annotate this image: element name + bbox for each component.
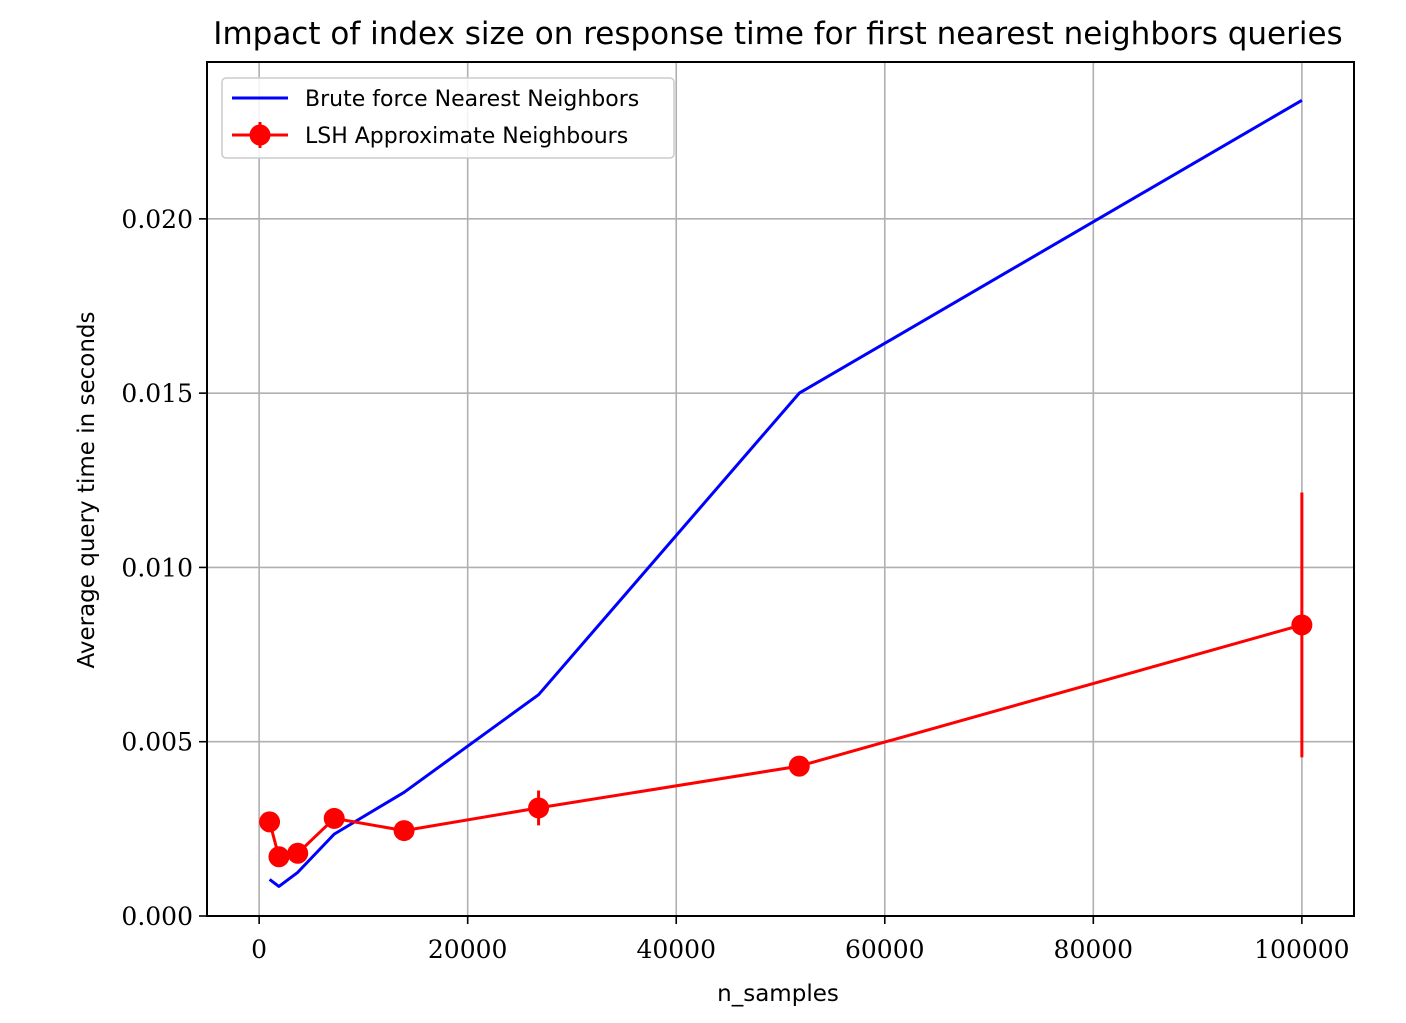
series-2	[259, 492, 1313, 868]
series-line	[268, 99, 1303, 888]
legend-entry: Brute force Nearest Neighbors	[232, 87, 639, 112]
y-tick-label: 0.015	[121, 379, 193, 408]
legend-entry: LSH Approximate Neighbours	[232, 122, 628, 149]
x-tick-label: 20000	[428, 935, 508, 964]
x-tick-label: 0	[251, 935, 267, 964]
y-tick-label: 0.005	[121, 728, 193, 757]
data-point	[393, 820, 415, 842]
legend-label: Brute force Nearest Neighbors	[305, 87, 639, 112]
y-tick-label: 0.020	[121, 205, 193, 234]
y-tick-label: 0.000	[121, 902, 193, 931]
series-layer	[259, 99, 1313, 888]
series-1	[268, 99, 1303, 888]
y-axis-label: Average query time in seconds	[74, 311, 100, 668]
tick-layer: 0 20000 40000 60000 80000 100000 0.000 0.005 0.0…	[121, 205, 1349, 964]
data-point	[259, 811, 281, 833]
chart-title: Impact of index size on response time fo…	[213, 16, 1342, 52]
series-line	[268, 623, 1303, 859]
x-axis-label: n_samples	[717, 981, 839, 1007]
data-point	[1291, 614, 1313, 636]
legend-box	[221, 77, 675, 159]
legend-label: LSH Approximate Neighbours	[305, 124, 628, 149]
x-tick-label: 60000	[845, 935, 925, 964]
data-point	[268, 846, 290, 868]
plot-frame	[206, 61, 1355, 917]
x-tick-label: 100000	[1254, 935, 1349, 964]
y-tick-label: 0.010	[121, 553, 193, 582]
x-tick-label: 80000	[1054, 935, 1134, 964]
data-point	[528, 797, 550, 819]
grid-layer	[207, 62, 1354, 917]
x-tick-label: 40000	[636, 935, 716, 964]
data-point	[788, 755, 810, 777]
data-point	[287, 842, 309, 864]
data-point	[323, 807, 345, 829]
legend: Brute force Nearest Neighbors LSH Approxi…	[221, 77, 675, 159]
